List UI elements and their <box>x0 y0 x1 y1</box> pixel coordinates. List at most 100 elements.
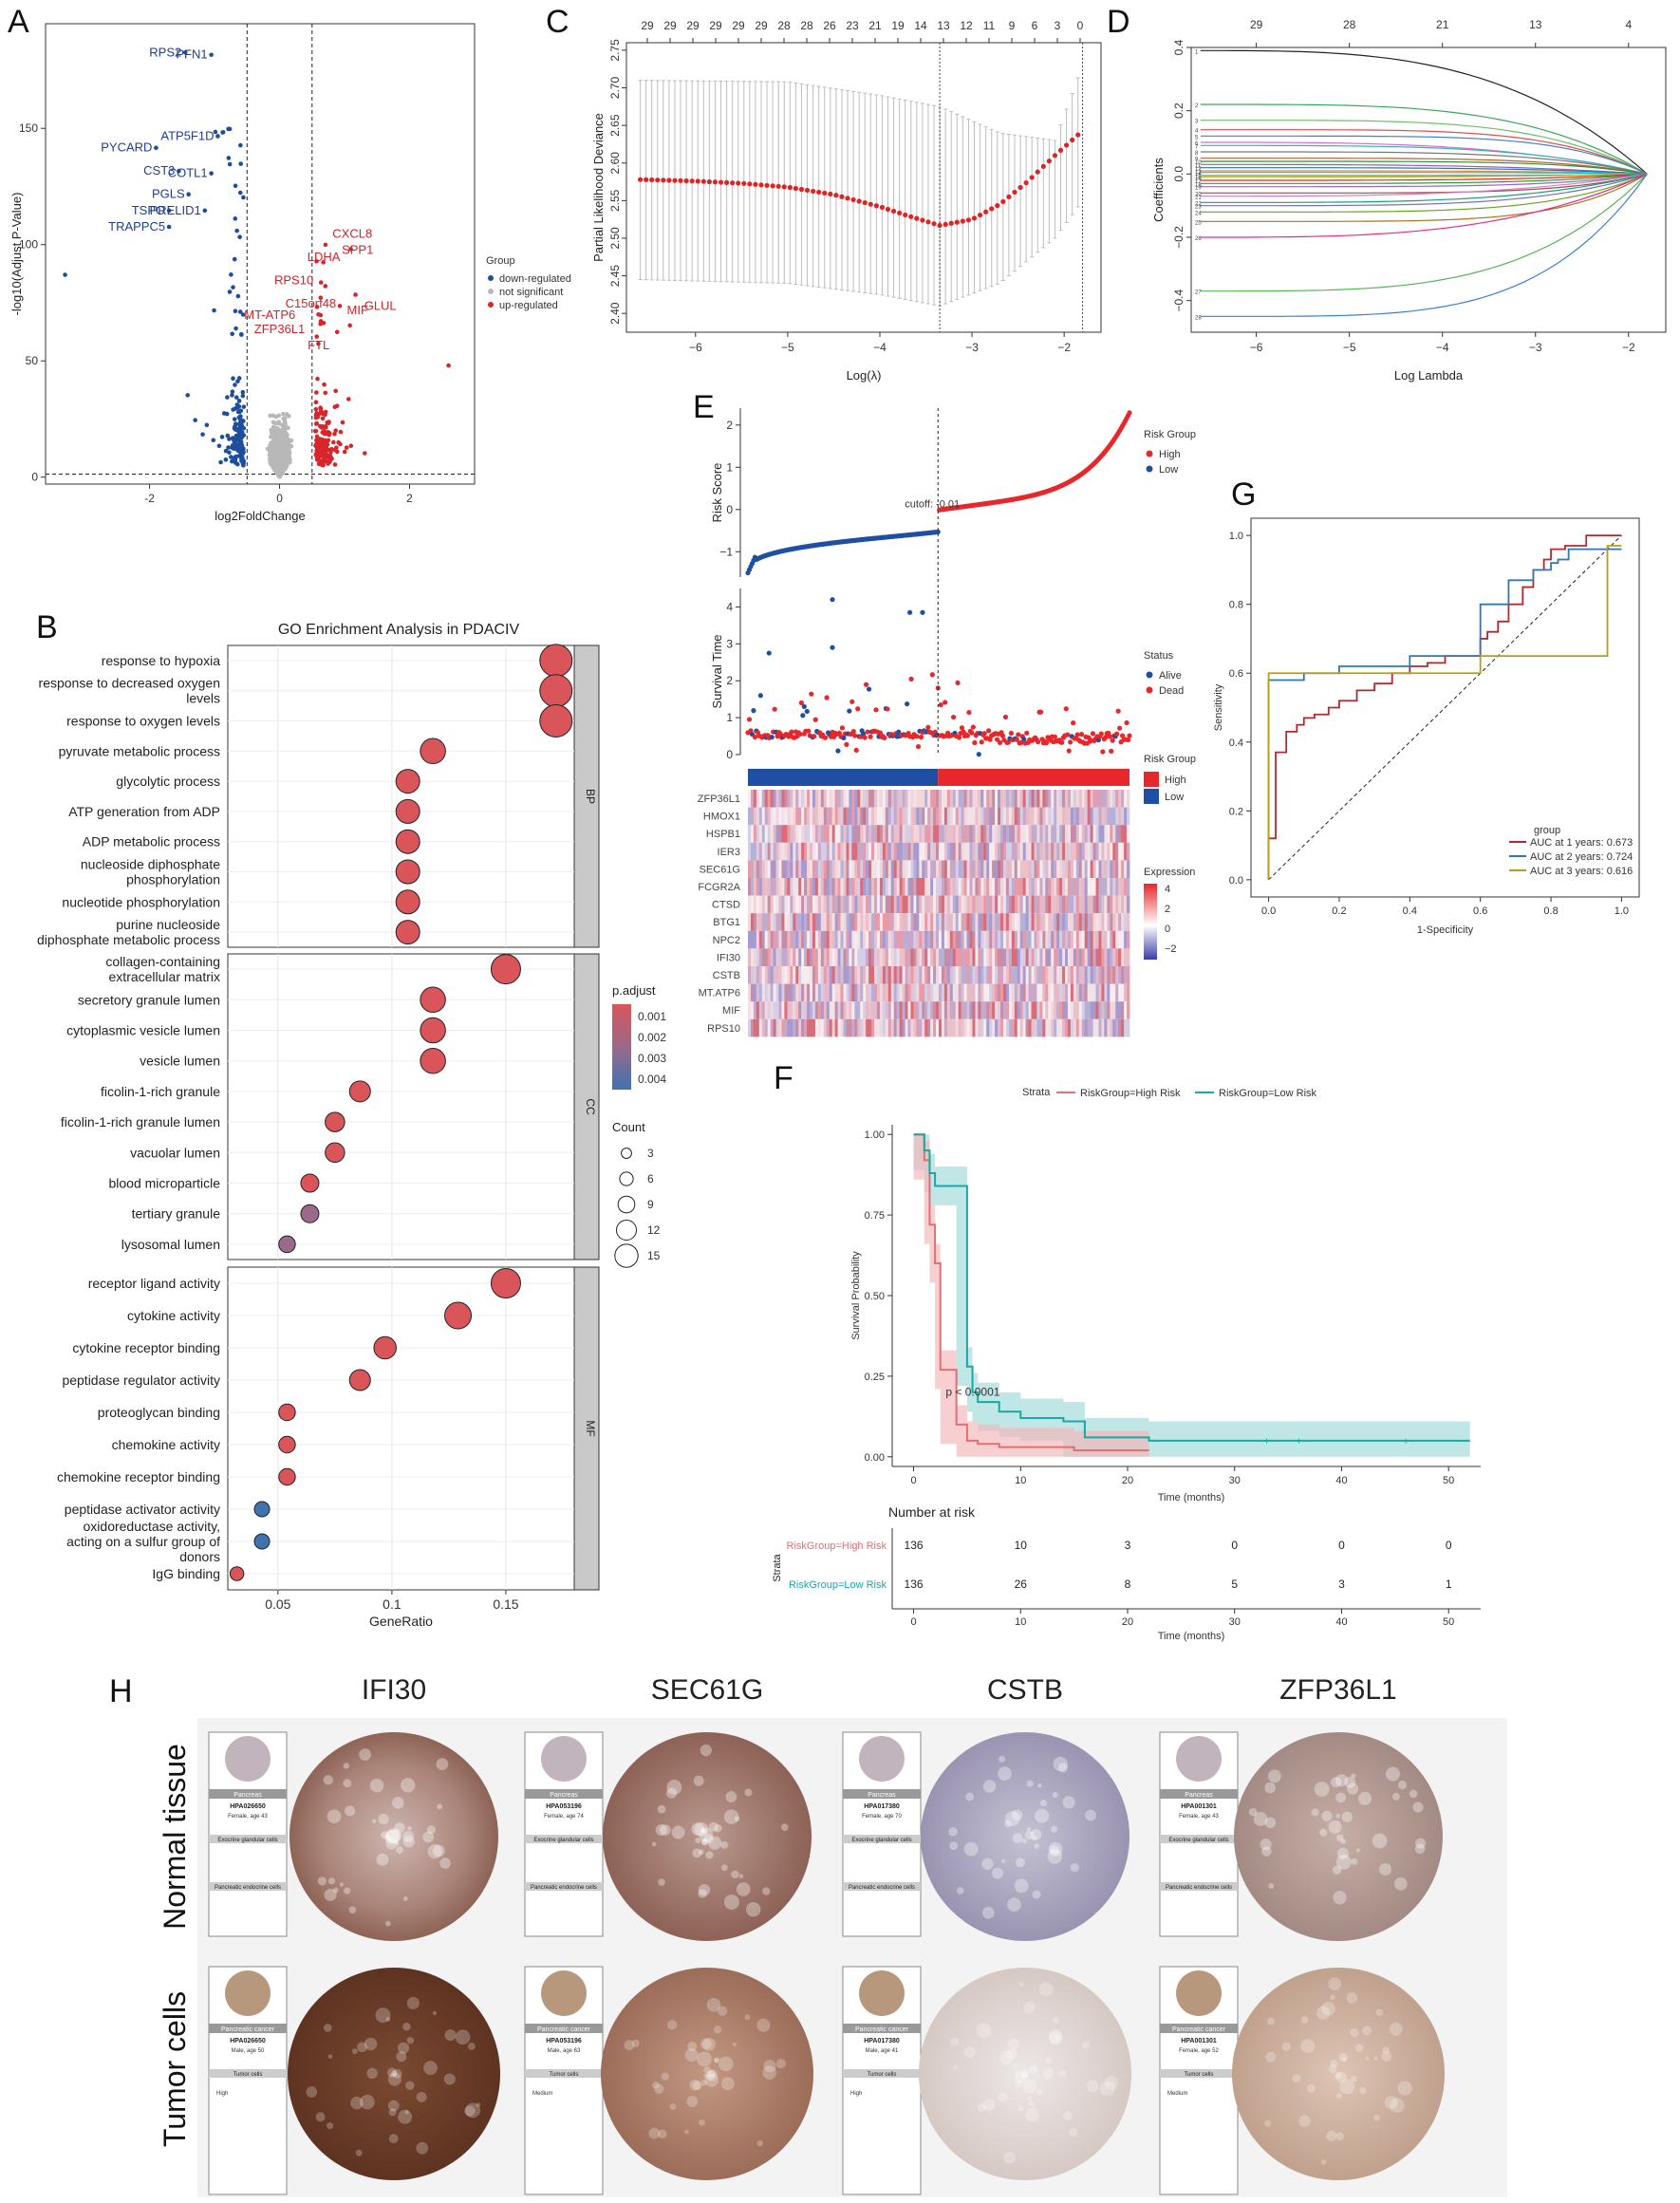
tissue-texture <box>402 1830 415 1842</box>
risk-table-cell: 0 <box>1231 1539 1238 1552</box>
point-up <box>325 447 330 453</box>
heatmap-cell <box>952 1018 957 1037</box>
heatmap-cell <box>857 930 861 949</box>
survival-point <box>1090 731 1096 737</box>
heatmap-cell <box>907 1001 911 1019</box>
tissue-texture <box>756 2139 763 2147</box>
point-ns <box>281 433 286 438</box>
go-term-label: vacuolar lumen <box>130 1145 220 1160</box>
heatmap-cell <box>1087 930 1092 949</box>
point-down <box>220 130 225 135</box>
go-term-label: collagen-containing <box>105 954 220 969</box>
heatmap-cell <box>831 948 836 966</box>
heatmap-cell <box>930 930 934 949</box>
gene-label-down: ATP5F1D <box>160 128 214 142</box>
heatmap-cell <box>978 790 981 808</box>
heatmap-cell <box>1048 948 1052 966</box>
go-term-label: tertiary granule <box>132 1206 221 1222</box>
heatmap-cell <box>980 860 984 878</box>
point-up <box>446 363 451 368</box>
heatmap-cell <box>922 790 925 808</box>
point-down <box>193 418 197 422</box>
heatmap-cell <box>939 948 943 966</box>
heatmap-cell <box>1002 966 1007 984</box>
heatmap-cell <box>995 878 999 896</box>
km-pvalue: p < 0.0001 <box>945 1385 999 1398</box>
go-term-label: levels <box>186 691 220 706</box>
hpa-card-header: Pancreatic cancer <box>537 2026 591 2033</box>
coef-path-id: 11 <box>1195 163 1202 169</box>
heatmap-cell <box>936 1001 940 1019</box>
heatmap-cell <box>1000 1001 1004 1019</box>
tissue-texture <box>1053 1756 1068 1772</box>
go-dot <box>395 769 420 794</box>
tissue-texture <box>700 1838 709 1846</box>
heatmap-cell <box>795 790 799 808</box>
x-tick-label: −2 <box>1622 341 1635 354</box>
heatmap-cell <box>902 790 905 808</box>
heatmap-cell <box>1008 878 1013 896</box>
heatmap-cell <box>1121 948 1125 966</box>
point-ns <box>282 449 287 455</box>
heatmap-cell <box>916 948 920 966</box>
heatmap-cell <box>814 860 819 878</box>
heatmap-cell <box>1042 878 1046 896</box>
heatmap-cell <box>764 807 769 826</box>
point-down <box>233 216 238 221</box>
tissue-texture <box>388 2134 399 2144</box>
tissue-texture <box>464 2105 476 2117</box>
heatmap-cell <box>860 1018 864 1037</box>
go-dot <box>420 737 446 765</box>
top-tick-label: 21 <box>1436 18 1449 31</box>
heatmap-cell <box>958 860 962 878</box>
coef-path-id: 12 <box>1195 167 1202 173</box>
expr-colorbar <box>1144 884 1157 960</box>
y-tick-label: 0.4 <box>1172 39 1185 55</box>
coef-path <box>1200 173 1648 181</box>
heatmap-cell <box>899 966 903 984</box>
heatmap-cell <box>849 790 852 808</box>
tissue-texture <box>1042 2068 1054 2080</box>
heatmap-cell <box>919 948 923 966</box>
heatmap-cell <box>955 1018 960 1037</box>
survival-point <box>752 734 758 740</box>
heatmap-cell <box>905 948 908 966</box>
heatmap-cell <box>1110 807 1113 826</box>
heatmap-cell <box>927 860 931 878</box>
heatmap-cell <box>998 878 1001 896</box>
heatmap-cell <box>961 1001 965 1019</box>
heatmap-cell <box>958 1018 962 1037</box>
top-tick-label: 23 <box>846 19 859 32</box>
heatmap-cell <box>787 948 791 966</box>
y-axis-title: Survival Probability <box>850 1251 862 1340</box>
heatmap-cell <box>787 1018 791 1037</box>
heatmap-cell <box>893 790 898 808</box>
heatmap-cell <box>795 1018 799 1037</box>
heatmap-cell <box>810 948 813 966</box>
tissue-texture <box>1321 1810 1333 1821</box>
heatmap-cell <box>761 895 766 914</box>
heatmap-cell <box>882 878 887 896</box>
tissue-texture <box>1047 1849 1063 1864</box>
top-tick-label: 21 <box>868 19 882 32</box>
tissue-texture <box>1263 2119 1272 2127</box>
tissue-texture <box>1018 1981 1024 1987</box>
heatmap-cell <box>793 790 796 808</box>
point-down <box>235 447 240 453</box>
heatmap-cell <box>876 860 881 878</box>
heatmap-cell <box>958 807 962 826</box>
x-tick-label: 30 <box>1229 1475 1241 1486</box>
tissue-texture <box>350 2096 364 2110</box>
heatmap-cell <box>817 966 822 984</box>
cv-point <box>943 221 948 227</box>
point-down <box>233 433 239 439</box>
hpa-card-info: Female, age 74 <box>544 1814 584 1820</box>
point-down <box>218 459 223 465</box>
heatmap-cell <box>989 878 993 896</box>
heatmap-cell <box>986 948 990 966</box>
heatmap-cell <box>927 895 931 914</box>
cv-point <box>787 184 793 191</box>
heatmap-cell <box>916 966 920 984</box>
heatmap-cell <box>1104 842 1108 861</box>
coef-path <box>1200 173 1648 184</box>
